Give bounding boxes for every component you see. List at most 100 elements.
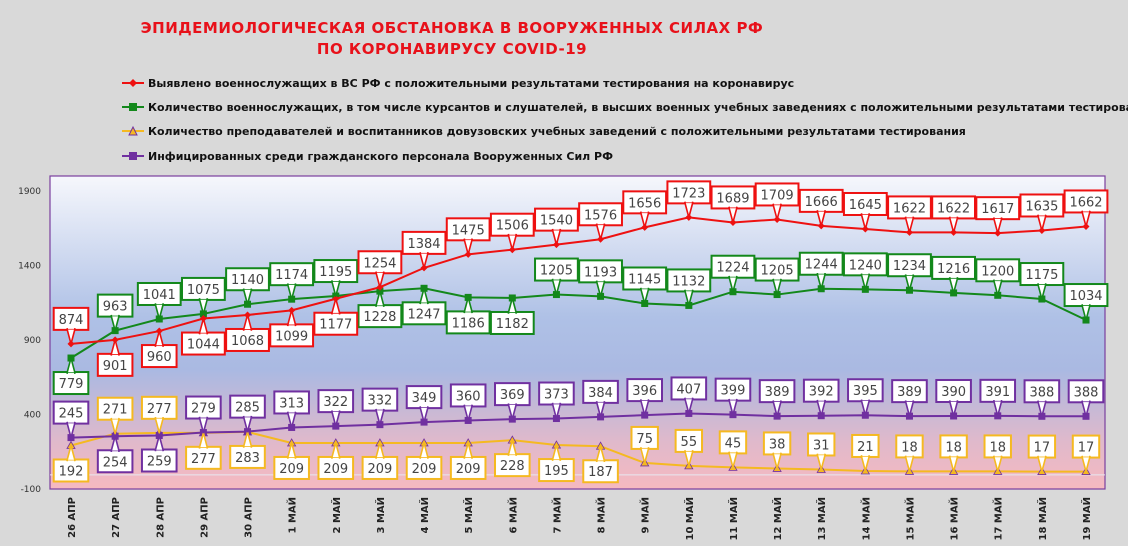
data-label-text: 17 xyxy=(1034,441,1051,456)
data-label-text: 1140 xyxy=(231,273,264,288)
data-label-text: 45 xyxy=(725,436,742,451)
data-label-text: 1384 xyxy=(407,237,440,252)
data-label-text: 399 xyxy=(721,384,746,399)
data-label-text: 391 xyxy=(985,385,1010,400)
data-label: 1506 xyxy=(489,212,535,251)
data-label-text: 1177 xyxy=(319,318,352,333)
data-label-text: 21 xyxy=(857,440,874,455)
data-label: 360 xyxy=(449,383,487,422)
data-label-text: 195 xyxy=(544,464,569,479)
data-label-text: 1186 xyxy=(452,316,485,331)
chart-title-line-1: ЭПИДЕМИОЛОГИЧЕСКАЯ ОБСТАНОВКА В ВООРУЖЕН… xyxy=(140,19,764,37)
data-label: 1044 xyxy=(180,317,226,356)
data-label: 322 xyxy=(317,389,355,427)
legend-item-green: Количество военнослужащих, в том числе к… xyxy=(122,99,1128,115)
data-label-text: 1635 xyxy=(1025,199,1058,214)
data-label-text: 1200 xyxy=(981,264,1014,279)
data-label: 313 xyxy=(273,390,310,429)
data-label-text: 388 xyxy=(1074,385,1099,400)
legend-item-purple: Инфицированных среди гражданского персон… xyxy=(122,148,613,164)
data-label-text: 1041 xyxy=(143,288,176,303)
data-label: 55 xyxy=(674,428,704,467)
data-label: 1247 xyxy=(401,287,447,326)
data-label: 407 xyxy=(670,376,708,415)
triangle-marker-icon xyxy=(122,125,144,136)
data-label: 1177 xyxy=(313,297,359,336)
data-label-text: 18 xyxy=(989,440,1006,455)
data-label: 332 xyxy=(361,387,399,426)
data-label: 1622 xyxy=(887,195,932,234)
x-tick-label: 5 МАЙ xyxy=(462,497,475,534)
data-label: 1186 xyxy=(445,296,491,335)
x-tick-label: 15 МАЙ xyxy=(903,497,916,540)
data-label-text: 285 xyxy=(235,401,260,416)
data-label-text: 277 xyxy=(191,452,216,467)
x-tick-label: 11 МАЙ xyxy=(727,497,740,540)
x-tick-label: 9 МАЙ xyxy=(639,497,652,534)
data-label: 1244 xyxy=(798,251,844,290)
data-label-text: 18 xyxy=(901,440,918,455)
data-label-text: 1205 xyxy=(540,264,573,279)
data-label: 1224 xyxy=(710,254,756,293)
data-label: 1034 xyxy=(1063,283,1109,321)
data-label: 17 xyxy=(1027,434,1057,473)
x-tick-label: 2 МАЙ xyxy=(330,497,343,534)
data-label-text: 209 xyxy=(323,462,348,477)
series-line xyxy=(70,216,1087,345)
data-label: 960 xyxy=(140,330,178,369)
data-label: 254 xyxy=(96,435,134,474)
data-label: 1195 xyxy=(313,259,359,297)
data-label-text: 31 xyxy=(813,438,830,453)
data-label: 187 xyxy=(582,445,619,484)
data-label-text: 209 xyxy=(279,462,304,477)
x-tick-label: 14 МАЙ xyxy=(859,497,872,540)
y-tick-label: 1400 xyxy=(18,262,41,272)
data-label: 259 xyxy=(140,434,178,473)
data-label-text: 313 xyxy=(279,396,304,411)
square-marker-icon xyxy=(122,103,144,111)
data-label: 209 xyxy=(317,442,355,480)
data-label-text: 259 xyxy=(147,455,172,470)
data-label-text: 277 xyxy=(147,402,172,417)
data-label: 1254 xyxy=(357,250,403,289)
data-label-text: 209 xyxy=(412,462,437,477)
data-label-text: 1205 xyxy=(761,264,794,279)
legend-label: Количество преподавателей и воспитаннико… xyxy=(148,124,966,138)
data-label-text: 901 xyxy=(103,359,128,374)
data-label-text: 1689 xyxy=(716,191,749,206)
data-label-text: 1132 xyxy=(672,274,705,289)
data-label: 1075 xyxy=(180,276,226,315)
x-tick-label: 17 МАЙ xyxy=(992,497,1005,540)
data-label-text: 1617 xyxy=(981,202,1014,217)
data-label-text: 254 xyxy=(103,455,128,470)
data-label: 1228 xyxy=(357,290,403,329)
x-tick-label: 10 МАЙ xyxy=(683,497,696,540)
x-tick-label: 12 МАЙ xyxy=(771,497,784,540)
data-label: 1182 xyxy=(489,297,535,335)
data-label: 1216 xyxy=(931,255,977,294)
x-tick-label: 7 МАЙ xyxy=(550,497,563,534)
data-label-text: 407 xyxy=(676,382,701,397)
legend-label: Выявлено военнослужащих в ВС РФ с положи… xyxy=(148,76,795,90)
data-label: 1709 xyxy=(754,182,800,221)
data-label-text: 1075 xyxy=(187,283,220,298)
data-label-text: 369 xyxy=(500,388,525,403)
x-tick-label: 8 МАЙ xyxy=(595,497,608,534)
data-label-text: 1723 xyxy=(672,186,705,201)
data-label: 1645 xyxy=(842,191,888,230)
x-tick-label: 26 АПР xyxy=(67,497,78,538)
data-label-text: 1709 xyxy=(761,188,794,203)
data-label-text: 373 xyxy=(544,388,569,403)
data-label: 209 xyxy=(361,442,399,480)
data-label: 271 xyxy=(96,396,134,435)
x-tick-label: 19 МАЙ xyxy=(1080,497,1093,540)
data-label-text: 388 xyxy=(1029,385,1054,400)
data-label: 285 xyxy=(229,394,266,433)
data-label: 389 xyxy=(758,379,796,417)
x-tick-label: 16 МАЙ xyxy=(948,497,961,540)
data-label-text: 874 xyxy=(59,313,84,328)
data-label-text: 349 xyxy=(412,391,437,406)
data-label-text: 283 xyxy=(235,451,260,466)
data-label: 1140 xyxy=(225,267,270,306)
